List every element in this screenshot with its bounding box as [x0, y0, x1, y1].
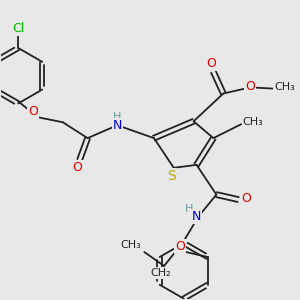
Text: CH₂: CH₂ — [151, 268, 172, 278]
Text: O: O — [73, 161, 82, 174]
Text: N: N — [112, 119, 122, 132]
Text: O: O — [245, 80, 255, 93]
Text: CH₃: CH₃ — [274, 82, 295, 92]
Text: S: S — [167, 169, 176, 183]
Text: N: N — [192, 210, 201, 223]
Text: H: H — [184, 204, 193, 214]
Text: O: O — [175, 240, 185, 253]
Text: O: O — [28, 105, 38, 118]
Text: CH₃: CH₃ — [120, 240, 141, 250]
Text: H: H — [113, 112, 122, 122]
Text: CH₃: CH₃ — [243, 117, 263, 127]
Text: O: O — [206, 57, 216, 70]
Text: Cl: Cl — [12, 22, 24, 34]
Text: O: O — [241, 192, 251, 205]
